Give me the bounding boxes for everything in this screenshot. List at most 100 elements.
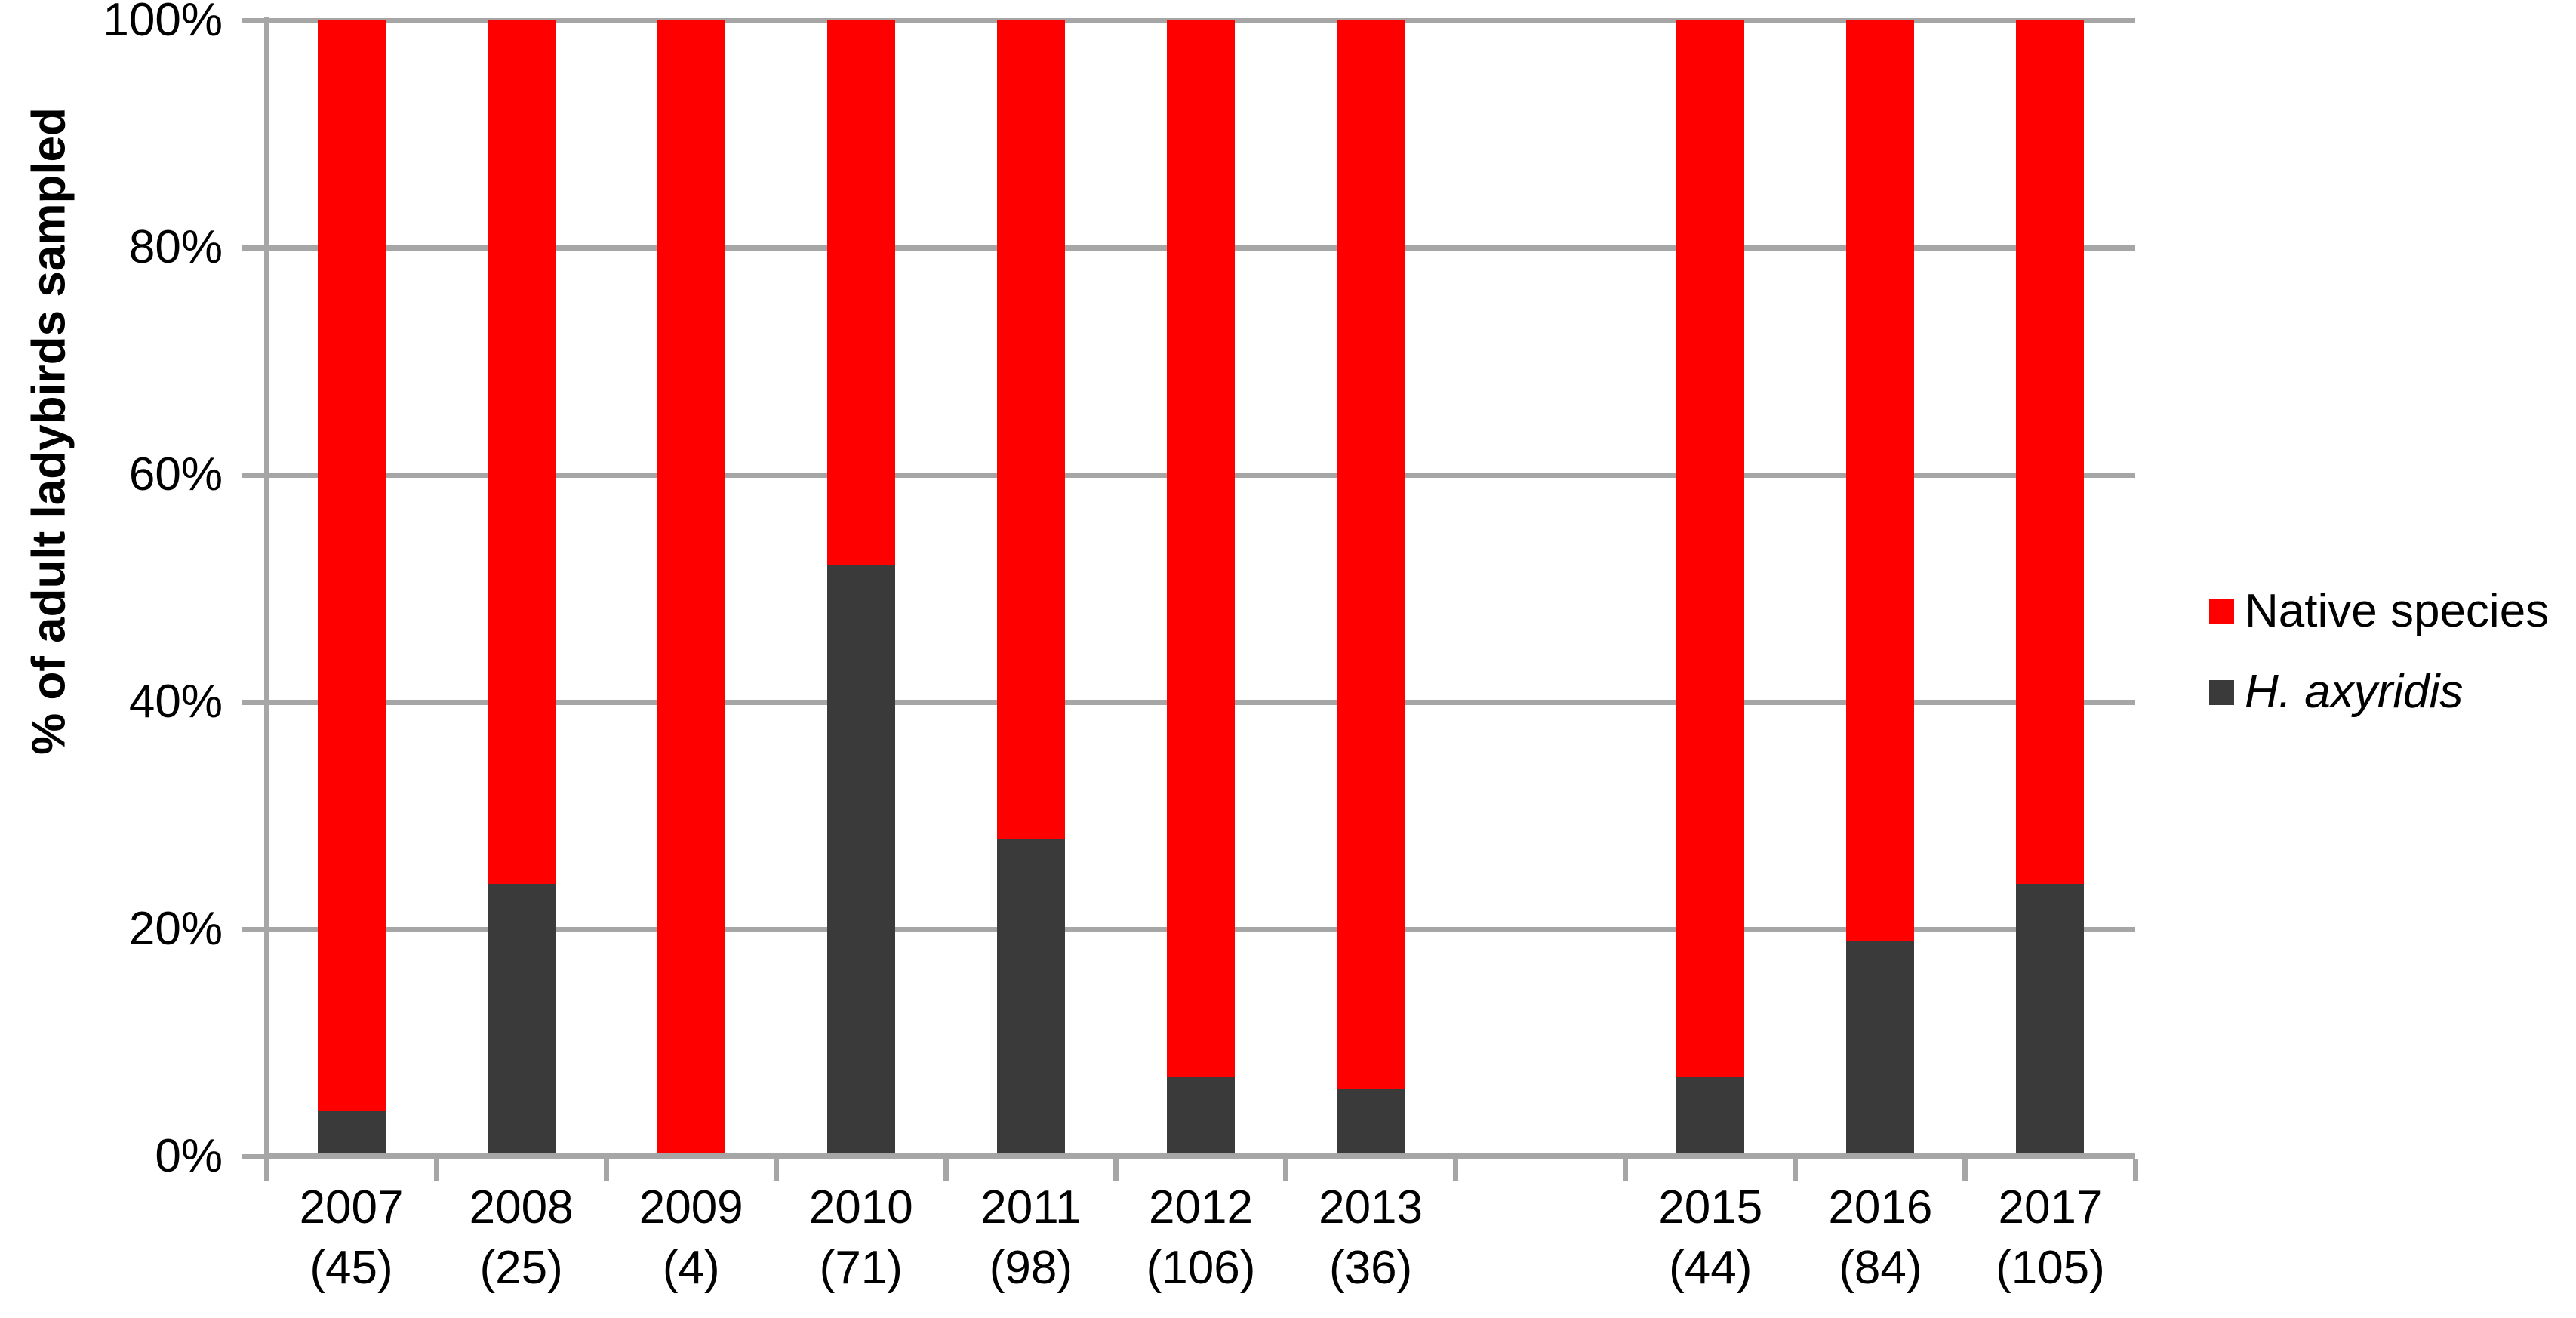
stacked-bar-2013	[1337, 20, 1405, 1156]
x-axis-tick	[603, 1159, 609, 1181]
native-species-segment	[657, 20, 725, 1156]
x-label-n: (98)	[989, 1242, 1073, 1294]
x-axis-line	[266, 1153, 2135, 1159]
bars-row	[266, 20, 2135, 1156]
category-slot-2007	[266, 20, 436, 1156]
native-species-segment	[1167, 20, 1236, 1077]
h-axyridis-segment	[996, 838, 1065, 1156]
x-label-n: (105)	[1996, 1242, 2105, 1294]
y-tick-label: 40%	[128, 676, 223, 728]
y-tick-label: 100%	[103, 0, 223, 46]
h-axyridis-segment	[1846, 941, 1915, 1156]
x-label-year: 2016	[1828, 1181, 1933, 1233]
x-label-2017: 2017 (105)	[1965, 1178, 2135, 1298]
native-species-segment	[826, 20, 895, 566]
y-tick-label: 80%	[128, 221, 223, 273]
h-axyridis-segment	[1337, 1088, 1405, 1156]
native-species-segment	[996, 20, 1065, 839]
plot-area	[242, 17, 2138, 1181]
stacked-bar-2008	[487, 20, 556, 1156]
x-axis-tick	[1113, 1159, 1119, 1181]
stacked-bar-2017	[2016, 20, 2085, 1156]
category-slot-2010	[776, 20, 946, 1156]
y-tick-label: 60%	[128, 448, 223, 500]
x-axis-tick	[433, 1159, 439, 1181]
y-axis-line	[264, 17, 269, 1159]
category-slot-2012	[1116, 20, 1285, 1156]
stacked-bar-2009	[657, 20, 725, 1156]
x-axis-tick	[1793, 1159, 1799, 1181]
x-axis-tick	[773, 1159, 779, 1181]
x-label-n: (4)	[662, 1242, 720, 1294]
native-species-segment	[2016, 20, 2085, 884]
legend-label-h-axyridis: H. axyridis	[2245, 666, 2464, 718]
y-axis-tick	[242, 17, 264, 23]
x-label-n: (84)	[1839, 1242, 1922, 1294]
legend-label-native-species: Native species	[2245, 585, 2550, 637]
x-axis-tick	[1962, 1159, 1968, 1181]
x-label-n: (36)	[1328, 1242, 1413, 1294]
x-label-2015: 2015 (44)	[1626, 1178, 1796, 1298]
stacked-bar-2007	[317, 20, 386, 1156]
category-slot-2008	[436, 20, 606, 1156]
category-slot-gap	[1456, 20, 1626, 1156]
x-label-year: 2013	[1319, 1181, 1423, 1233]
category-slot-2011	[946, 20, 1116, 1156]
x-label-year: 2017	[1998, 1181, 2103, 1233]
x-label-n: (71)	[819, 1242, 903, 1294]
category-slot-2015	[1626, 20, 1796, 1156]
y-axis-tick	[242, 245, 264, 251]
category-slot-2017	[1965, 20, 2135, 1156]
y-axis-tick	[242, 926, 264, 932]
x-label-n: (44)	[1669, 1242, 1753, 1294]
stacked-bar-2016	[1846, 20, 1915, 1156]
x-label-n: (106)	[1146, 1242, 1256, 1294]
y-axis-title: % of adult ladybirds sampled	[23, 107, 75, 755]
legend: Native species H. axyridis	[2209, 588, 2549, 750]
h-axyridis-segment	[487, 883, 556, 1156]
legend-item-h-axyridis: H. axyridis	[2209, 669, 2549, 716]
x-label-year: 2012	[1149, 1181, 1253, 1233]
h-axyridis-swatch-icon	[2209, 679, 2234, 705]
y-axis-tick	[242, 1153, 264, 1159]
y-axis-tick	[242, 472, 264, 478]
x-label-2010: 2010 (71)	[776, 1178, 946, 1298]
x-label-year: 2011	[980, 1181, 1082, 1233]
native-species-segment	[1337, 20, 1405, 1089]
y-axis-tick	[242, 699, 264, 705]
x-axis-tick	[943, 1159, 949, 1181]
x-axis-tick	[2132, 1159, 2138, 1181]
h-axyridis-segment	[826, 565, 895, 1156]
stacked-bar-2012	[1167, 20, 1236, 1156]
x-label-year: 2009	[639, 1181, 743, 1233]
y-tick-label: 20%	[128, 903, 223, 955]
category-slot-2013	[1286, 20, 1456, 1156]
native-species-segment	[1676, 20, 1745, 1077]
x-axis-tick	[1453, 1159, 1459, 1181]
x-axis-tick	[1623, 1159, 1629, 1181]
x-label-2011: 2011 (98)	[946, 1178, 1116, 1298]
x-axis-tick	[1283, 1159, 1289, 1181]
x-label-n: (45)	[309, 1242, 393, 1294]
x-label-year: 2015	[1658, 1181, 1763, 1233]
x-label-2012: 2012 (106)	[1116, 1178, 1285, 1298]
x-label-2016: 2016 (84)	[1796, 1178, 1965, 1298]
x-axis-tick	[263, 1159, 269, 1181]
native-species-segment	[1846, 20, 1915, 941]
y-tick-label: 0%	[155, 1130, 223, 1182]
h-axyridis-segment	[317, 1110, 386, 1156]
x-label-year: 2007	[299, 1181, 404, 1233]
category-slot-2016	[1796, 20, 1965, 1156]
h-axyridis-segment	[1676, 1076, 1745, 1156]
native-species-segment	[317, 20, 386, 1111]
native-species-swatch-icon	[2209, 599, 2234, 624]
h-axyridis-segment	[1167, 1076, 1236, 1156]
h-axyridis-segment	[2016, 883, 2085, 1156]
native-species-segment	[487, 20, 556, 884]
x-label-n: (25)	[479, 1242, 563, 1294]
x-label-2008: 2008 (25)	[436, 1178, 606, 1298]
legend-item-native-species: Native species	[2209, 588, 2549, 635]
stacked-bar-2011	[996, 20, 1065, 1156]
x-label-2009: 2009 (4)	[606, 1178, 776, 1298]
